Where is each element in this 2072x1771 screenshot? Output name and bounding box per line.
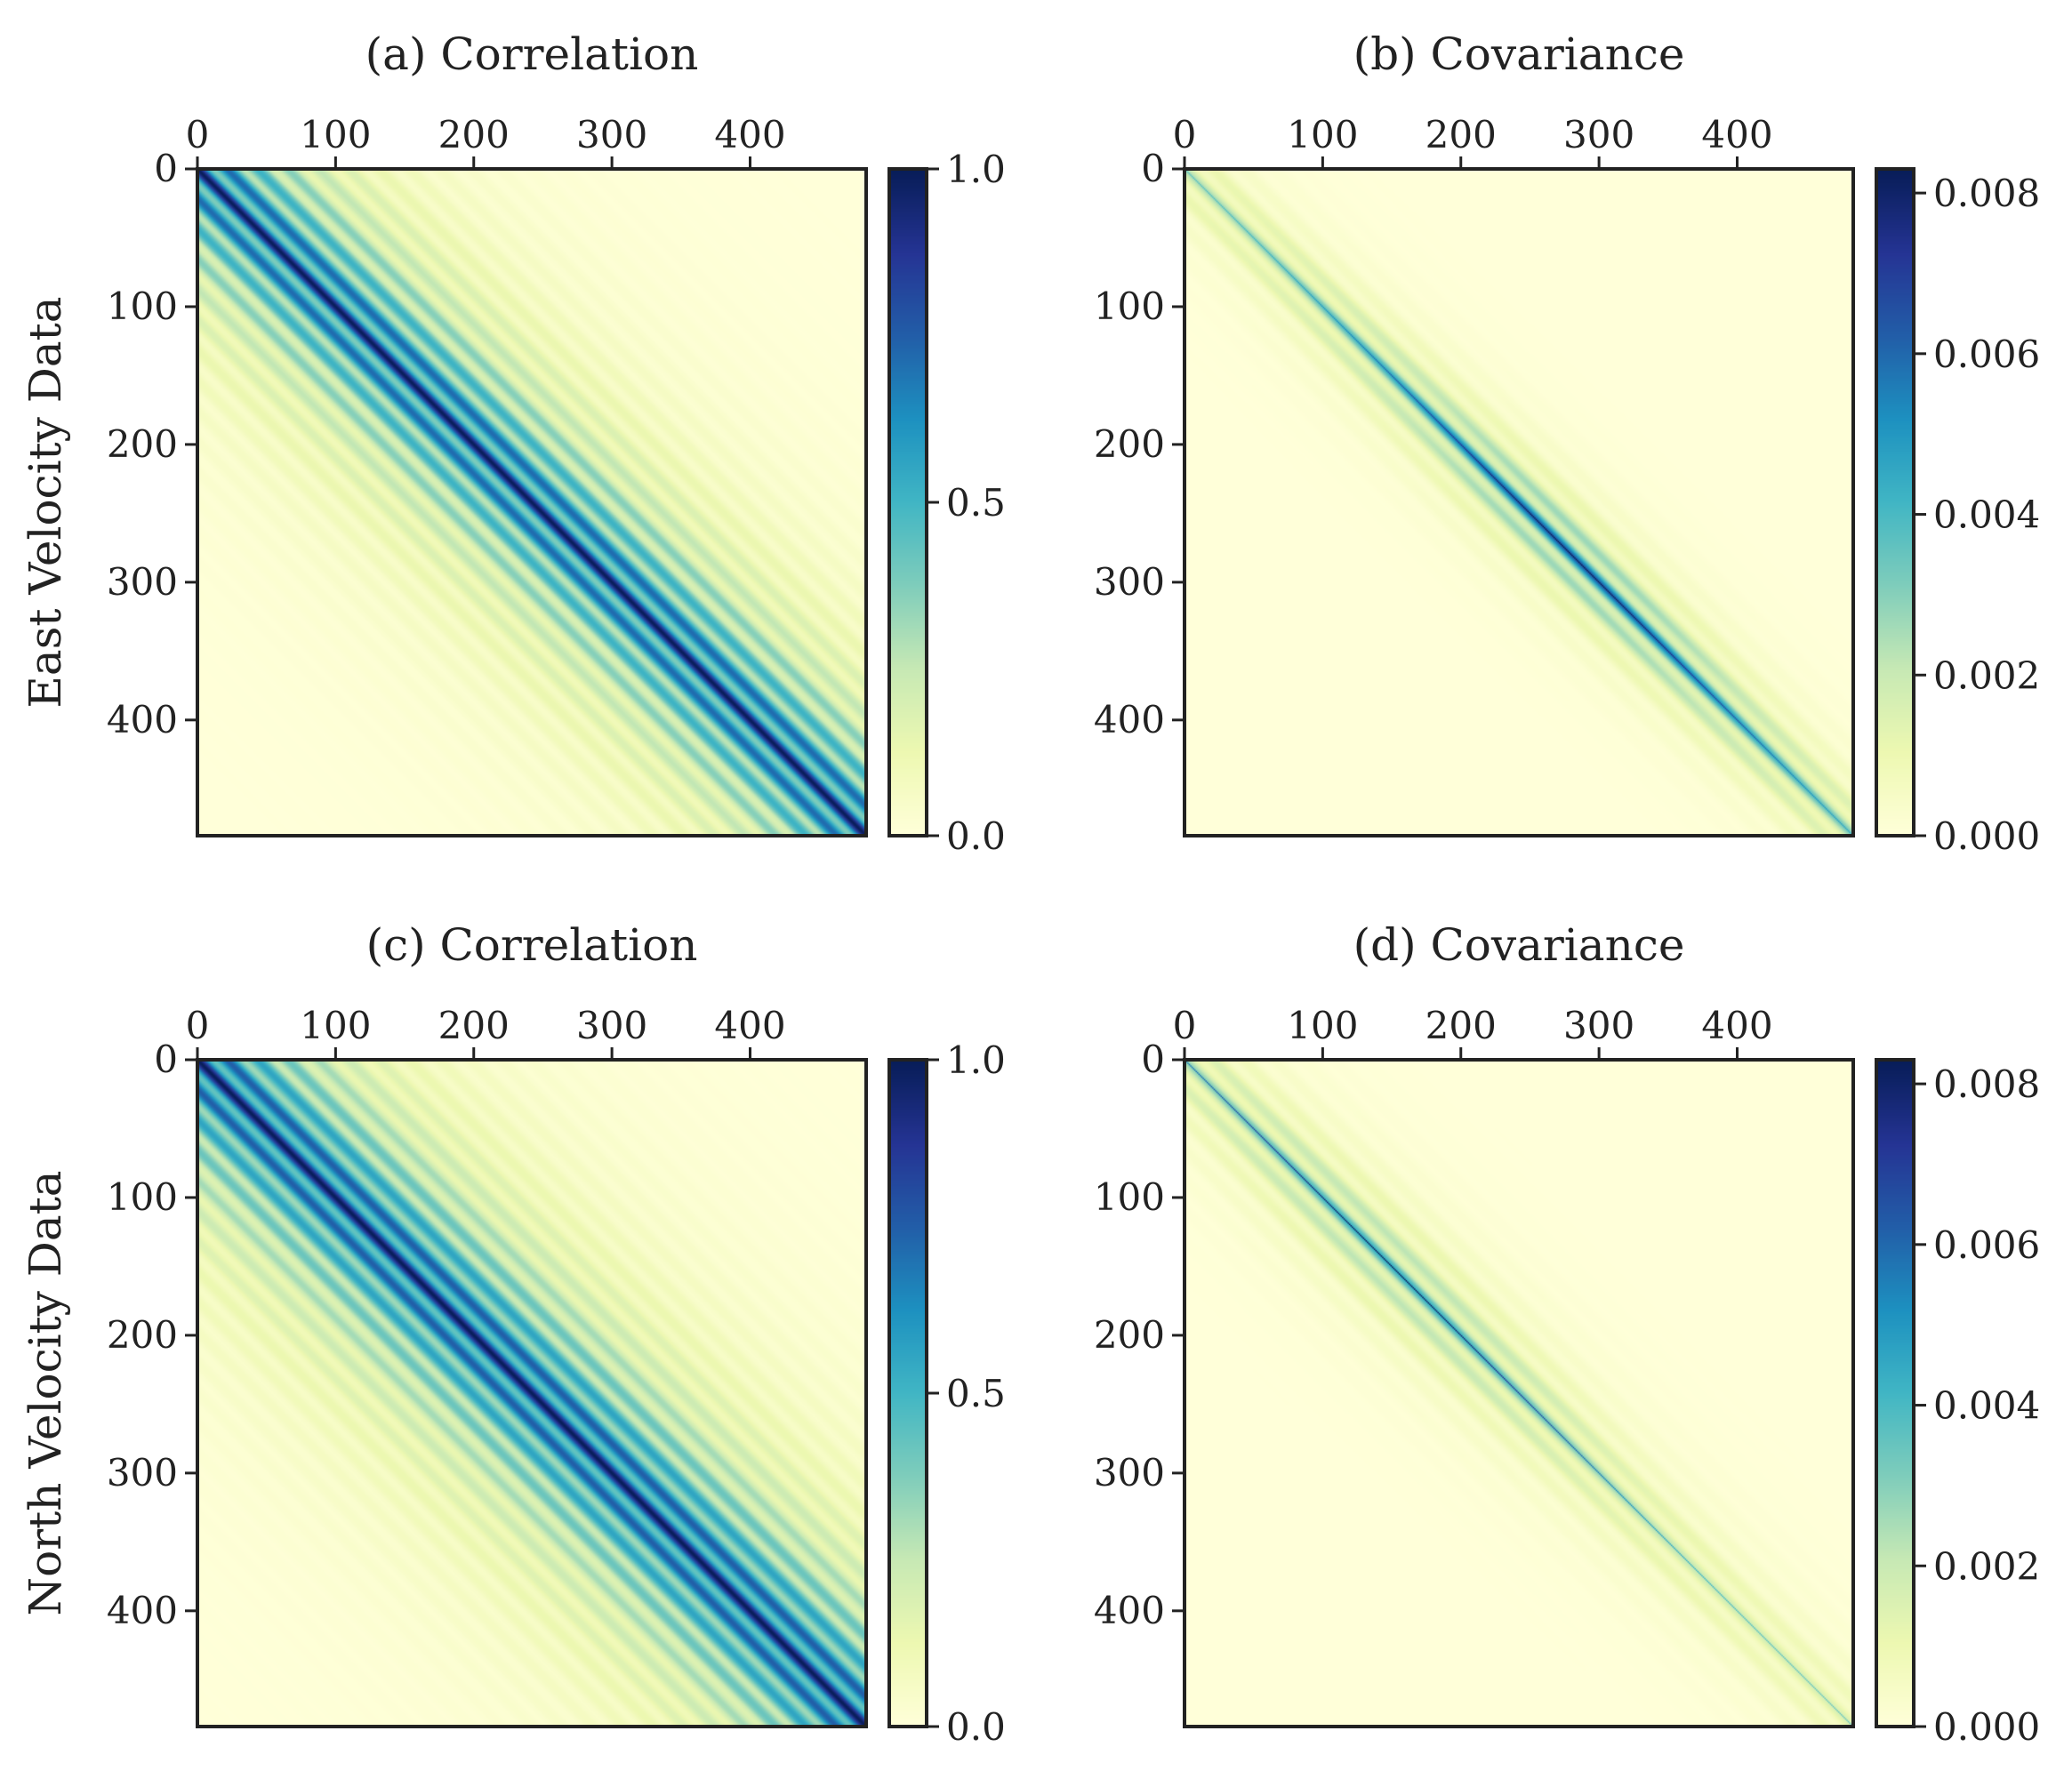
heatmap-frame-c (196, 1058, 868, 1728)
colorbar-frame-d (1875, 1058, 1915, 1728)
y-tick-label: 100 (107, 284, 178, 328)
x-tick-label: 0 (1173, 1004, 1197, 1047)
x-tick-label: 0 (186, 113, 210, 156)
x-tick-label: 300 (576, 1004, 647, 1047)
heatmap-c (197, 1060, 866, 1727)
y-tick-label: 400 (1094, 698, 1165, 741)
colorbar-tick-label: 0.006 (1933, 333, 2040, 376)
x-tick-label: 200 (438, 1004, 510, 1047)
colorbar-tick-label: 0.5 (946, 1372, 1006, 1415)
x-tick-label: 300 (1563, 113, 1634, 156)
y-tick-label: 200 (107, 422, 178, 466)
colorbar-tick-label: 0.0 (946, 1705, 1006, 1749)
y-tick-label: 300 (107, 560, 178, 604)
colorbar-b (1876, 169, 1914, 836)
y-tick-label: 300 (107, 1451, 178, 1495)
colorbar-tick-label: 0.004 (1933, 1384, 2040, 1428)
panel-c: (c) Correlation 0 100 200 300 400 0 100 200 300 40… (20, 919, 1006, 1749)
y-tick-label: 200 (1094, 422, 1165, 466)
x-tick-label: 400 (714, 1004, 785, 1047)
x-tick-label: 400 (714, 113, 785, 156)
x-tick-label: 100 (300, 1004, 371, 1047)
colorbar-tick-label: 0.008 (1933, 1062, 2040, 1106)
colorbar-tick-label: 0.002 (1933, 653, 2040, 697)
heatmap-a (197, 169, 866, 836)
y-axis-label-c: North Velocity Data (20, 1170, 71, 1615)
colorbar-tick-label: 0.008 (1933, 172, 2040, 215)
panel-title-d: (d) Covariance (1353, 919, 1685, 971)
colorbar-tick-label: 0.002 (1933, 1544, 2040, 1588)
heatmap-frame-a (196, 167, 868, 837)
y-tick-label: 200 (107, 1313, 178, 1357)
y-tick-label: 300 (1094, 1451, 1165, 1495)
x-tick-label: 200 (1426, 113, 1497, 156)
heatmap-d (1185, 1060, 1853, 1727)
panel-b: (b) Covariance 0 100 200 300 400 0 100 200 300 400… (1094, 28, 2040, 858)
colorbar-tick-label: 0.004 (1933, 493, 2040, 537)
x-tick-label: 100 (300, 113, 371, 156)
colorbar-tick-label: 0.000 (1933, 814, 2040, 858)
y-tick-label: 400 (107, 1589, 178, 1632)
y-tick-label: 0 (154, 1038, 178, 1081)
y-tick-label: 100 (107, 1175, 178, 1219)
x-tick-label: 200 (1426, 1004, 1497, 1047)
panel-d: (d) Covariance 0 100 200 300 400 0 100 200 300 400… (1094, 919, 2040, 1749)
y-tick-label: 400 (1094, 1589, 1165, 1632)
y-tick-label: 0 (1141, 1038, 1165, 1081)
colorbar-a (889, 169, 927, 836)
y-tick-label: 0 (1141, 147, 1165, 190)
panel-title-c: (c) Correlation (366, 919, 698, 971)
x-tick-label: 300 (1563, 1004, 1634, 1047)
x-tick-label: 300 (576, 113, 647, 156)
y-tick-label: 300 (1094, 560, 1165, 604)
colorbar-tick-label: 0.0 (946, 814, 1006, 858)
colorbar-d (1876, 1060, 1914, 1727)
x-tick-label: 200 (438, 113, 510, 156)
x-tick-label: 0 (1173, 113, 1197, 156)
x-tick-label: 0 (186, 1004, 210, 1047)
x-tick-label: 100 (1287, 1004, 1358, 1047)
heatmap-frame-b (1183, 167, 1855, 837)
panel-title-b: (b) Covariance (1353, 28, 1685, 80)
colorbar-tick-label: 1.0 (946, 148, 1006, 191)
heatmap-b (1185, 169, 1853, 836)
heatmap-frame-d (1183, 1058, 1855, 1728)
colorbar-tick-label: 0.006 (1933, 1223, 2040, 1267)
colorbar-tick-label: 0.000 (1933, 1705, 2040, 1749)
y-axis-label-a: East Velocity Data (20, 296, 71, 708)
x-tick-label: 100 (1287, 113, 1358, 156)
y-tick-label: 400 (107, 698, 178, 741)
colorbar-tick-label: 0.5 (946, 481, 1006, 525)
colorbar-frame-b (1875, 167, 1915, 837)
colorbar-c (889, 1060, 927, 1727)
y-tick-label: 0 (154, 147, 178, 190)
colorbar-tick-label: 1.0 (946, 1038, 1006, 1082)
y-tick-label: 200 (1094, 1313, 1165, 1357)
y-tick-label: 100 (1094, 284, 1165, 328)
x-tick-label: 400 (1701, 113, 1772, 156)
panel-title-a: (a) Correlation (365, 28, 699, 80)
x-tick-label: 400 (1701, 1004, 1772, 1047)
panel-a: (a) Correlation 0 100 200 300 400 0 100 200 300 40… (20, 28, 1006, 858)
y-tick-label: 100 (1094, 1175, 1165, 1219)
